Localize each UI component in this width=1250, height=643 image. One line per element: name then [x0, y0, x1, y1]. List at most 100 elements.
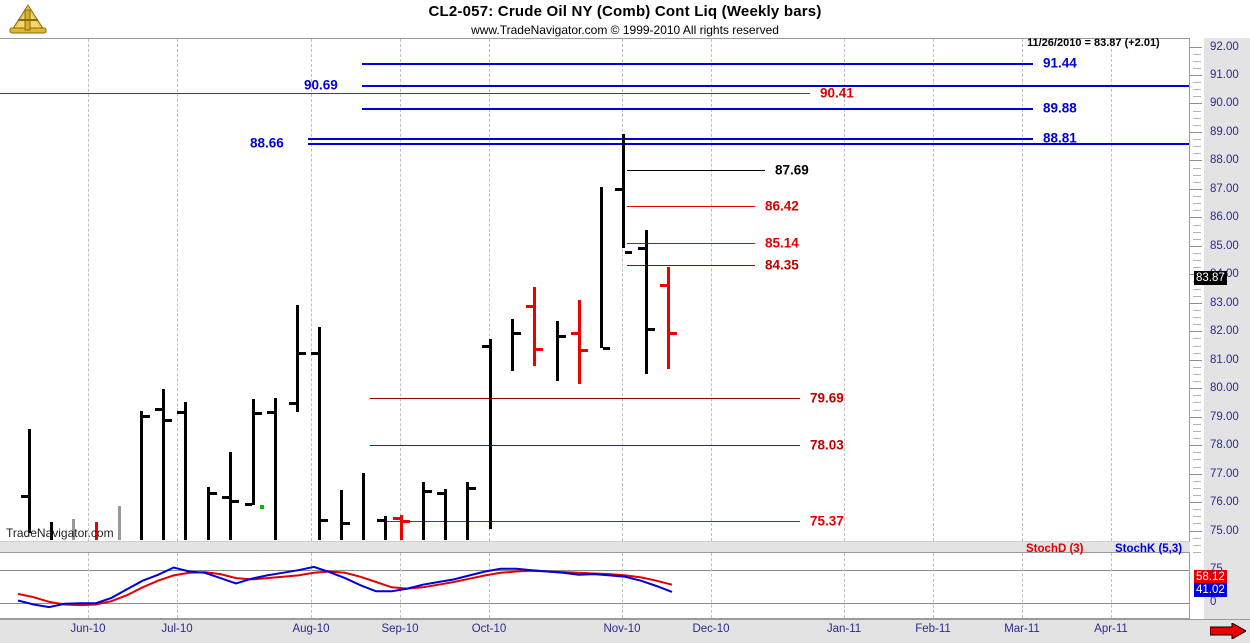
price-tick-minor	[1193, 117, 1201, 119]
price-tick-major	[1190, 46, 1202, 48]
price-tick-minor	[1193, 423, 1201, 425]
ohlc-bar	[645, 229, 648, 374]
ohlc-open-tick	[289, 402, 296, 406]
price-tick-minor	[1193, 345, 1201, 347]
lvl-79-69-label: 79.69	[810, 390, 844, 406]
gridline-feb-11	[933, 39, 934, 541]
lvl-78-03-line	[370, 445, 800, 447]
lvl-91-44-label: 91.44	[1043, 55, 1077, 71]
gridline-jul-10	[177, 39, 178, 541]
price-axis-label: 76.00	[1210, 496, 1239, 509]
stoch-gridline-vertical	[88, 553, 89, 618]
ohlc-bar	[511, 319, 514, 371]
gridline-oct-10	[489, 39, 490, 541]
price-tick-minor	[1193, 459, 1201, 461]
stoch-gridline-vertical	[933, 553, 934, 618]
price-tick-major	[1190, 416, 1202, 418]
price-tick-minor	[1193, 174, 1201, 176]
price-tick-major	[1190, 388, 1202, 390]
date-axis-label: Jun-10	[70, 623, 106, 635]
stochastic-pane[interactable]	[0, 552, 1190, 619]
lvl-87-69-label: 87.69	[775, 162, 809, 178]
stoch-k-line	[17, 565, 673, 609]
gridline-aug-10	[311, 39, 312, 541]
ohlc-bar	[400, 514, 403, 541]
lvl-88-81-line	[308, 138, 1033, 141]
price-tick-minor	[1193, 146, 1201, 148]
date-axis-label: Feb-11	[915, 623, 951, 635]
stoch-gridline-vertical	[489, 553, 490, 618]
ohlc-bar	[422, 481, 425, 541]
date-axis-label: Oct-10	[471, 623, 507, 635]
lvl-79-69-line	[370, 398, 800, 400]
lvl-90-41-line	[0, 92, 810, 94]
gridline-sep-10	[400, 39, 401, 541]
price-tick-minor	[1193, 110, 1201, 112]
price-tick-major	[1190, 530, 1202, 532]
ohlc-bar	[50, 521, 53, 541]
stoch-gridline-vertical	[1022, 553, 1023, 618]
price-tick-minor	[1193, 487, 1201, 489]
stoch-gridline	[0, 602, 1189, 604]
price-tick-minor	[1193, 267, 1201, 269]
price-axis-label: 87.00	[1210, 182, 1239, 195]
price-tick-minor	[1193, 139, 1201, 141]
ohlc-open-tick	[177, 410, 184, 414]
price-tick-minor	[1193, 352, 1201, 354]
ohlc-open-tick	[245, 503, 252, 507]
date-axis-label: Apr-11	[1094, 623, 1128, 635]
ohlc-close-tick	[143, 414, 150, 418]
price-tick-minor	[1193, 409, 1201, 411]
price-tick-minor	[1193, 124, 1201, 126]
price-tick-minor	[1193, 288, 1201, 290]
lvl-87-69-line	[627, 170, 765, 172]
gridline-apr-11	[1111, 39, 1112, 541]
stoch-axis-label-75: 75	[1210, 563, 1223, 575]
gridline-nov-10	[622, 39, 623, 541]
ohlc-open-tick	[571, 332, 578, 336]
ohlc-bar	[162, 389, 165, 541]
ohlc-close-tick	[670, 332, 677, 336]
price-tick-minor	[1193, 374, 1201, 375]
ohlc-open-tick	[638, 246, 645, 250]
price-tick-major	[1190, 473, 1202, 475]
price-tick-minor	[1193, 338, 1201, 340]
price-chart-pane[interactable]: 91.44 90.69 90.41 89.88 88.81 88.66 87.69 86.42…	[0, 38, 1190, 542]
price-tick-minor	[1193, 181, 1201, 183]
price-tick-major	[1190, 188, 1202, 190]
price-axis-label: 86.00	[1210, 211, 1239, 224]
price-tick-minor	[1193, 96, 1201, 98]
price-tick-minor	[1193, 523, 1201, 525]
ohlc-open-tick	[311, 352, 318, 356]
quote-readout: 11/26/2010 = 83.87 (+2.01)	[1027, 37, 1160, 49]
ohlc-bar	[444, 488, 447, 541]
price-axis-label: 90.00	[1210, 97, 1239, 110]
price-tick-minor	[1193, 153, 1201, 155]
lvl-75-37-line	[380, 521, 800, 523]
lvl-90-69-label: 90.69	[304, 77, 338, 93]
ohlc-close-tick	[469, 487, 476, 491]
stoch-gridline	[0, 569, 1189, 571]
price-tick-minor	[1193, 381, 1201, 383]
price-tick-minor	[1193, 324, 1201, 326]
ohlc-open-tick	[393, 517, 400, 521]
lvl-85-14-line	[627, 242, 755, 244]
ohlc-bar	[600, 187, 603, 348]
ohlc-bar	[533, 286, 536, 367]
date-axis[interactable]	[0, 619, 1250, 643]
price-tick-minor	[1193, 309, 1201, 311]
price-axis-label: 79.00	[1210, 410, 1239, 423]
ohlc-bar	[667, 266, 670, 370]
stoch-d-line	[17, 569, 673, 607]
lvl-88-81-label: 88.81	[1043, 130, 1077, 146]
ohlc-open-tick	[615, 188, 622, 192]
last-price-box: 83.87	[1194, 271, 1227, 286]
scroll-forward-arrow-icon[interactable]	[1210, 623, 1246, 639]
price-axis-label: 80.00	[1210, 382, 1239, 395]
lvl-86-42-line	[627, 206, 755, 208]
ohlc-open-tick	[155, 407, 162, 411]
date-axis-label: Nov-10	[603, 623, 641, 635]
gridline-jun-10	[88, 39, 89, 541]
ohlc-bar	[556, 320, 559, 381]
price-tick-minor	[1193, 495, 1201, 497]
